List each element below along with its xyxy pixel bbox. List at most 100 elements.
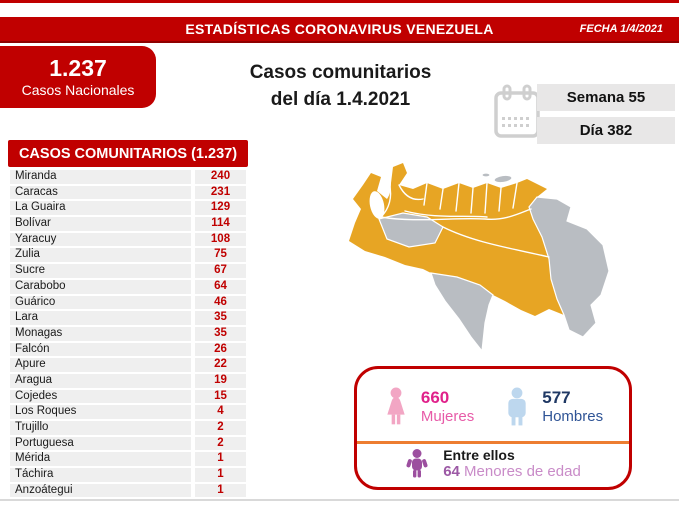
divider-line (357, 441, 629, 444)
state-name: Los Roques (10, 405, 191, 419)
table-row: Apure 22 (10, 358, 250, 372)
state-cases: 114 (195, 217, 246, 231)
minors-prefix: Entre ellos (443, 447, 515, 463)
state-cases: 231 (195, 185, 246, 200)
table-row: Monagas 35 (10, 326, 250, 341)
state-name: Apure (10, 358, 191, 372)
state-name: La Guaira (10, 201, 191, 216)
state-name: Falcón (10, 342, 191, 357)
state-cases: 1 (195, 468, 246, 482)
state-cases: 1 (195, 483, 246, 498)
map-region-west-gray (378, 212, 444, 248)
female-icon (387, 387, 405, 424)
state-cases: 1 (195, 452, 246, 467)
page-title-line1: Casos comunitarios (249, 62, 432, 83)
state-name: Caracas (10, 185, 191, 200)
table-header: CASOS COMUNITARIOS (1.237) (8, 140, 248, 167)
women-count: 660 (420, 387, 450, 407)
men-label: Hombres (542, 407, 604, 425)
table-row: Yaracuy 108 (10, 232, 250, 247)
top-strip (0, 0, 679, 3)
map-region-south-gray (430, 272, 494, 353)
state-name: Bolívar (10, 217, 191, 231)
map-region-east-gray (528, 196, 610, 338)
state-cases: 35 (195, 326, 246, 341)
minors-label: Menores de edad (464, 463, 581, 480)
state-cases: 129 (195, 201, 246, 216)
minors-group: Entre ellos 64 Menores de edad (357, 444, 629, 484)
state-name: Zulia (10, 248, 191, 263)
men-group: 577 Hombres (504, 387, 603, 427)
table-row: Miranda 240 (10, 170, 250, 184)
state-cases: 35 (195, 311, 246, 325)
table-row: Trujillo 2 (10, 421, 250, 435)
gender-summary-box: 660 Mujeres 577 Hombres (354, 366, 632, 490)
table-row: Falcón 26 (10, 342, 250, 357)
week-badge: Semana 55 (537, 84, 675, 111)
national-cases-label: Casos Nacionales (21, 82, 135, 98)
calendar-icon (494, 84, 540, 138)
table-row: Lara 35 (10, 311, 250, 325)
header-date: FECHA 1/4/2021 (579, 23, 663, 35)
state-cases: 4 (195, 405, 246, 419)
header-title: ESTADÍSTICAS CORONAVIRUS VENEZUELA (185, 21, 494, 37)
state-cases: 2 (195, 436, 246, 451)
table-row: Portuguesa 2 (10, 436, 250, 451)
state-name: Guárico (10, 295, 191, 310)
state-cases: 75 (195, 248, 246, 263)
state-cases: 2 (195, 421, 246, 435)
day-badge-label: Día 382 (579, 122, 633, 139)
state-name: Cojedes (10, 389, 191, 404)
table-row: Zulia 75 (10, 248, 250, 263)
state-name: Aragua (10, 373, 191, 388)
state-name: Táchira (10, 468, 191, 482)
table-row: Bolívar 114 (10, 217, 250, 231)
gender-row: 660 Mujeres 577 Hombres (357, 369, 629, 441)
state-cases: 19 (195, 373, 246, 388)
page-title-line2: del día 1.4.2021 (270, 89, 411, 110)
state-cases: 67 (195, 264, 246, 278)
day-badge: Día 382 (537, 117, 675, 144)
state-name: Anzoátegui (10, 483, 191, 498)
state-cases: 26 (195, 342, 246, 357)
national-cases-value: 1.237 (49, 55, 107, 81)
table-row: Sucre 67 (10, 264, 250, 278)
state-cases: 64 (195, 279, 246, 294)
venezuela-map (349, 163, 610, 353)
child-icon (406, 449, 428, 478)
state-cases: 22 (195, 358, 246, 372)
women-group: 660 Mujeres (383, 387, 474, 427)
state-cases: 108 (195, 232, 246, 247)
table-row: Anzoátegui 1 (10, 483, 250, 498)
state-name: Yaracuy (10, 232, 191, 247)
table-row: La Guaira 129 (10, 201, 250, 216)
map-island-small (481, 172, 491, 178)
state-name: Miranda (10, 170, 191, 184)
page-title: Casos comunitarios del día 1.4.2021 (178, 59, 503, 113)
state-name: Trujillo (10, 421, 191, 435)
table-row: Mérida 1 (10, 452, 250, 467)
table-row: Caracas 231 (10, 185, 250, 200)
state-cases: 15 (195, 389, 246, 404)
states-table-body: Miranda 240 Caracas 231 La Guaira 129 Bolívar 1… (10, 170, 250, 499)
men-count: 577 (542, 387, 571, 407)
state-name: Portuguesa (10, 436, 191, 451)
state-cases: 46 (195, 295, 246, 310)
bottom-divider (0, 499, 679, 501)
state-name: Mérida (10, 452, 191, 467)
table-row: Cojedes 15 (10, 389, 250, 404)
state-name: Monagas (10, 326, 191, 341)
women-label: Mujeres (420, 407, 475, 425)
table-row: Aragua 19 (10, 373, 250, 388)
state-name: Sucre (10, 264, 191, 278)
state-name: Lara (10, 311, 191, 325)
week-badge-label: Semana 55 (566, 89, 646, 106)
minors-count: 64 (443, 463, 460, 480)
state-name: Carabobo (10, 279, 191, 294)
national-cases-box: 1.237 Casos Nacionales (0, 46, 156, 108)
state-cases: 240 (195, 170, 246, 184)
minors-line: 64 Menores de edad (443, 463, 581, 481)
header-bar: ESTADÍSTICAS CORONAVIRUS VENEZUELA FECHA… (0, 17, 679, 43)
table-row: Carabobo 64 (10, 279, 250, 294)
